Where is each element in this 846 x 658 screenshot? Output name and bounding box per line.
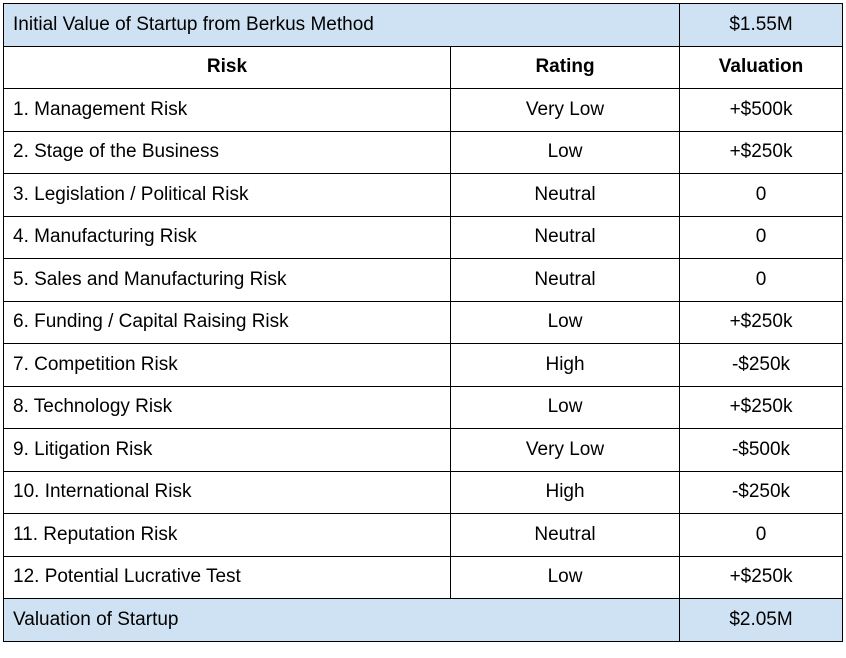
valuation-cell: 0 — [679, 513, 844, 557]
risk-cell: 2. Stage of the Business — [3, 130, 451, 174]
column-header-row: Risk Rating Valuation — [3, 45, 844, 89]
initial-value-row: Initial Value of Startup from Berkus Met… — [2, 3, 844, 47]
risk-cell: 6. Funding / Capital Raising Risk — [3, 300, 451, 344]
table-row: 4. Manufacturing Risk Neutral 0 — [3, 215, 844, 259]
table-row: 1. Management Risk Very Low +$500k — [3, 88, 844, 132]
table-row: 10. International Risk High -$250k — [3, 470, 844, 514]
valuation-cell: +$250k — [679, 385, 844, 429]
table-row: 12. Potential Lucrative Test Low +$250k — [3, 555, 844, 599]
risk-column-header: Risk — [3, 45, 451, 89]
risk-cell: 4. Manufacturing Risk — [3, 215, 451, 259]
table-row: 3. Legislation / Political Risk Neutral … — [3, 173, 844, 217]
rating-cell: Very Low — [449, 428, 681, 472]
rating-column-header: Rating — [449, 45, 681, 89]
valuation-cell: -$250k — [679, 343, 844, 387]
valuation-cell: 0 — [679, 215, 844, 259]
rating-cell: Neutral — [449, 258, 681, 302]
risk-cell: 3. Legislation / Political Risk — [3, 173, 451, 217]
rating-cell: Low — [449, 130, 681, 174]
table-row: 8. Technology Risk Low +$250k — [3, 385, 844, 429]
valuation-cell: +$500k — [679, 88, 844, 132]
rating-cell: Low — [449, 555, 681, 599]
risk-cell: 10. International Risk — [3, 470, 451, 514]
berkus-valuation-table: Initial Value of Startup from Berkus Met… — [2, 3, 844, 642]
table-row: 6. Funding / Capital Raising Risk Low +$… — [3, 300, 844, 344]
valuation-cell: -$500k — [679, 428, 844, 472]
rating-cell: Very Low — [449, 88, 681, 132]
final-valuation-amount: $2.05M — [679, 598, 844, 642]
final-valuation-row: Valuation of Startup $2.05M — [2, 598, 844, 642]
rating-cell: Neutral — [449, 173, 681, 217]
rating-cell: Low — [449, 385, 681, 429]
valuation-cell: +$250k — [679, 555, 844, 599]
rating-cell: High — [449, 343, 681, 387]
risk-cell: 9. Litigation Risk — [3, 428, 451, 472]
risk-cell: 11. Reputation Risk — [3, 513, 451, 557]
valuation-cell: +$250k — [679, 130, 844, 174]
risk-cell: 7. Competition Risk — [3, 343, 451, 387]
rating-cell: Neutral — [449, 513, 681, 557]
risk-cell: 8. Technology Risk — [3, 385, 451, 429]
table-row: 7. Competition Risk High -$250k — [3, 343, 844, 387]
rating-cell: High — [449, 470, 681, 514]
valuation-cell: 0 — [679, 258, 844, 302]
risk-cell: 12. Potential Lucrative Test — [3, 555, 451, 599]
initial-value-label: Initial Value of Startup from Berkus Met… — [2, 3, 681, 47]
valuation-cell: -$250k — [679, 470, 844, 514]
table-row: 2. Stage of the Business Low +$250k — [3, 130, 844, 174]
rating-cell: Neutral — [449, 215, 681, 259]
table-row: 9. Litigation Risk Very Low -$500k — [3, 428, 844, 472]
risk-cell: 1. Management Risk — [3, 88, 451, 132]
risk-cell: 5. Sales and Manufacturing Risk — [3, 258, 451, 302]
initial-value-amount: $1.55M — [679, 3, 844, 47]
valuation-cell: 0 — [679, 173, 844, 217]
table-row: 5. Sales and Manufacturing Risk Neutral … — [3, 258, 844, 302]
final-valuation-label: Valuation of Startup — [2, 598, 681, 642]
valuation-column-header: Valuation — [679, 45, 844, 89]
table-row: 11. Reputation Risk Neutral 0 — [3, 513, 844, 557]
rating-cell: Low — [449, 300, 681, 344]
valuation-cell: +$250k — [679, 300, 844, 344]
